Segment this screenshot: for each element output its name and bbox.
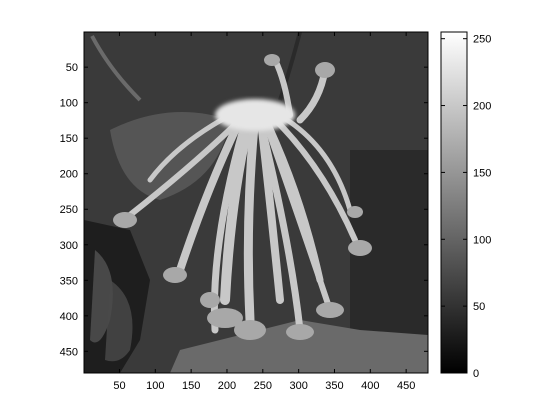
- y-tick-label: 450: [60, 346, 78, 358]
- x-axis-ticks: 50 100 150 200 250 300 350 400 450: [113, 32, 415, 392]
- y-tick-label: 300: [60, 240, 78, 252]
- colorbar-tick-label: 0: [473, 368, 479, 380]
- y-axis-ticks: 50 100 150 200 250 300 350 400 450: [60, 62, 428, 358]
- y-tick-label: 100: [60, 98, 78, 110]
- y-tick-label: 150: [60, 133, 78, 145]
- y-tick-label: 250: [60, 204, 78, 216]
- x-tick-label: 350: [325, 380, 343, 392]
- x-tick-label: 300: [289, 380, 307, 392]
- x-tick-label: 250: [254, 380, 272, 392]
- y-tick-label: 200: [60, 169, 78, 181]
- y-tick-label: 50: [66, 62, 78, 74]
- colorbar-gradient: [441, 32, 467, 373]
- colorbar-tick-label: 50: [473, 301, 485, 313]
- x-tick-label: 50: [113, 380, 125, 392]
- y-tick-label: 400: [60, 311, 78, 323]
- colorbar-tick-label: 150: [473, 167, 491, 179]
- colorbar-tick-label: 250: [473, 34, 491, 46]
- colorbar-ticks: 0 50 100 150 200 250: [441, 34, 491, 380]
- x-tick-label: 150: [182, 380, 200, 392]
- x-tick-label: 200: [218, 380, 236, 392]
- colorbar-tick-label: 200: [473, 101, 491, 113]
- image-axes: 50 100 150 200 250 300 350 400 450 50 100 150 200 25…: [60, 31, 429, 392]
- photo-image: [84, 32, 428, 373]
- y-tick-label: 350: [60, 275, 78, 287]
- colorbar-tick-label: 100: [473, 234, 491, 246]
- x-tick-label: 450: [397, 380, 415, 392]
- x-tick-label: 400: [361, 380, 379, 392]
- x-tick-label: 100: [146, 380, 164, 392]
- colorbar: 0 50 100 150 200 250: [440, 31, 491, 380]
